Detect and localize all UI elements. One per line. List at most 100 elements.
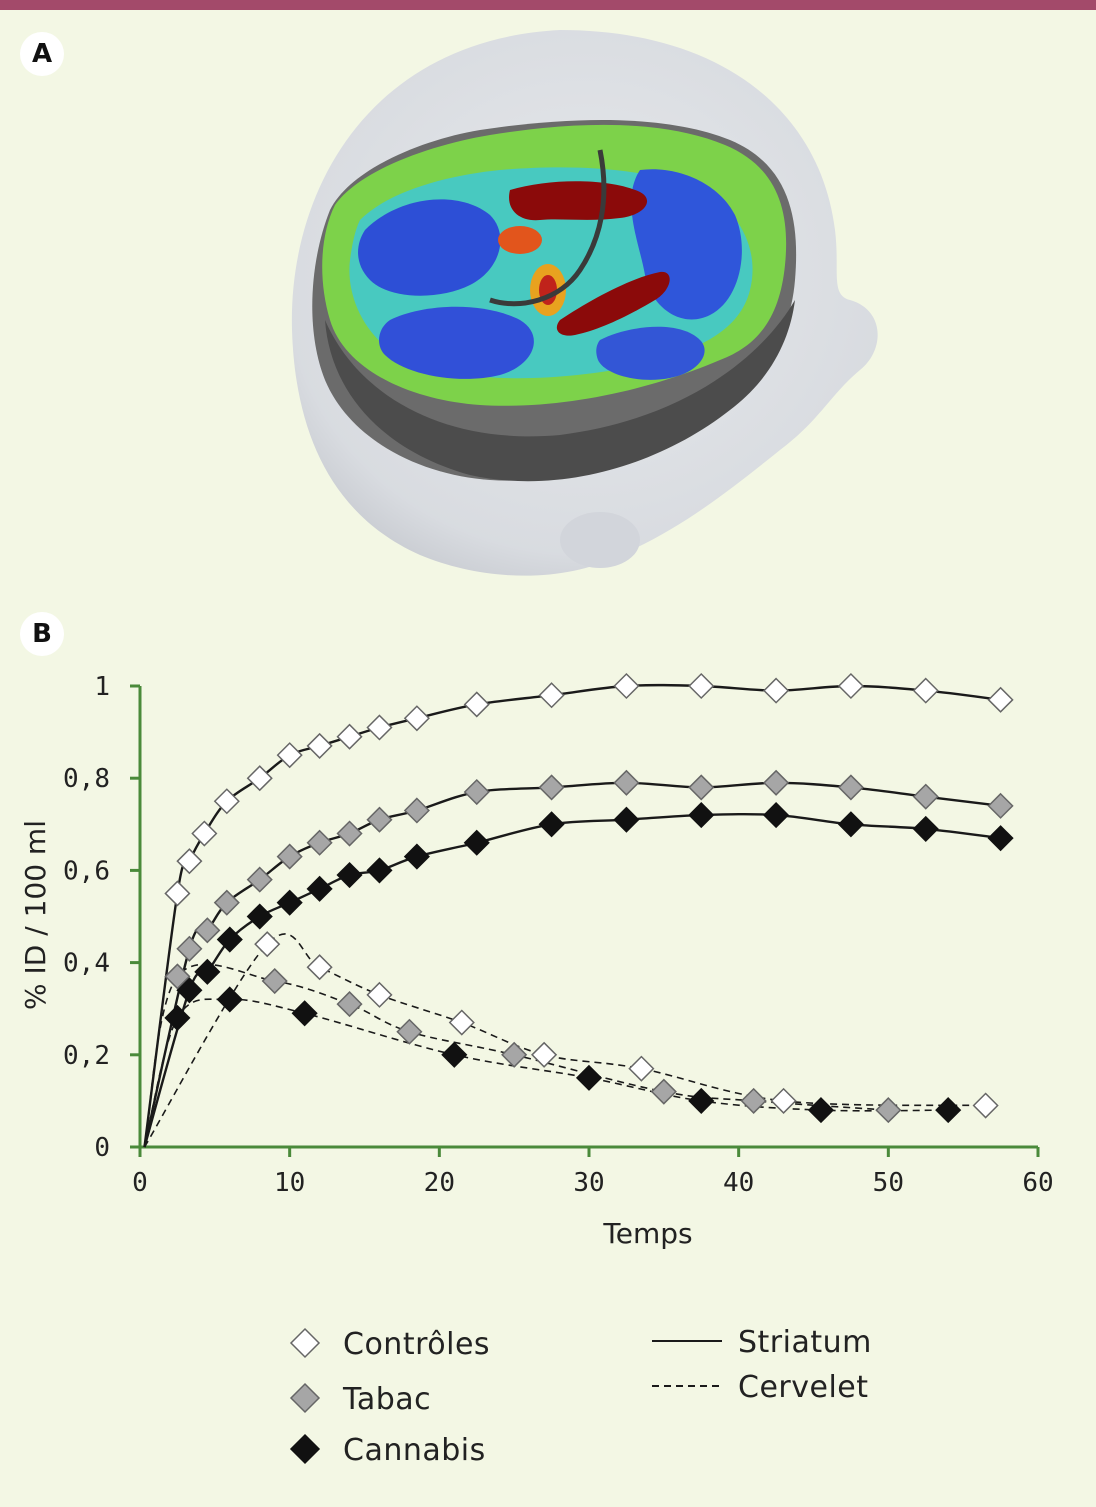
data-point [837, 672, 864, 700]
data-point [254, 931, 281, 958]
data-point [688, 774, 715, 801]
data-point [972, 1092, 999, 1119]
data-point [763, 802, 790, 829]
data-point [194, 958, 221, 985]
data-point [987, 686, 1014, 713]
brain-blue-right-low [596, 326, 705, 380]
top-accent-bar [0, 0, 1096, 10]
data-point [396, 1018, 423, 1045]
chart-markers [164, 672, 1014, 1124]
brain-striatum-red-upper [509, 181, 648, 221]
data-point [246, 866, 273, 893]
chart-legend: Contrôles Tabac Cannabis Striatum Cervelet [289, 1325, 872, 1468]
data-point [176, 848, 203, 875]
series-line-striatum-0 [143, 683, 1001, 1148]
data-point [875, 1097, 902, 1124]
series-line-cervelet-5 [143, 998, 949, 1148]
data-point [935, 1097, 962, 1124]
data-point [276, 843, 303, 870]
data-point [613, 806, 640, 833]
data-point [336, 991, 363, 1018]
data-point [246, 903, 273, 930]
data-point [306, 875, 333, 902]
legend-label-group: Contrôles [343, 1327, 490, 1362]
data-point [276, 742, 303, 769]
data-point [501, 1041, 528, 1068]
data-point [628, 1055, 655, 1082]
data-point [366, 981, 393, 1008]
data-point [403, 705, 430, 732]
data-point [441, 1041, 468, 1068]
data-point [463, 829, 490, 856]
data-point [912, 815, 939, 842]
brain-fissure [489, 149, 607, 307]
brain-cortex-shade [325, 300, 795, 482]
brain-blue-left [358, 199, 501, 296]
data-point [276, 889, 303, 916]
data-point [763, 677, 790, 704]
data-point [575, 1064, 603, 1091]
x-tick-label: 30 [573, 1168, 604, 1198]
y-tick-label: 0,6 [63, 856, 110, 886]
data-point [613, 672, 640, 700]
data-point [531, 1041, 558, 1068]
data-point [987, 792, 1014, 819]
head-ear-bump [560, 512, 640, 568]
data-point [912, 677, 939, 704]
data-point [688, 672, 715, 700]
data-point [463, 691, 490, 718]
legend-label-group: Cannabis [343, 1433, 486, 1468]
data-point [176, 935, 203, 962]
data-point [306, 732, 333, 759]
legend-marker-1 [289, 1382, 321, 1414]
data-point [216, 926, 243, 953]
data-point [463, 778, 490, 806]
data-point [164, 963, 191, 990]
legend-marker-2 [289, 1433, 321, 1465]
x-tick-label: 40 [723, 1168, 754, 1198]
x-tick-label: 50 [873, 1168, 904, 1198]
data-point [164, 1004, 191, 1031]
y-tick-label: 0,2 [63, 1041, 110, 1071]
data-point [987, 825, 1014, 852]
data-point [688, 1087, 715, 1114]
x-tick-label: 0 [132, 1168, 148, 1198]
data-point [261, 967, 288, 995]
data-point [176, 977, 203, 1004]
legend-label-group: Tabac [342, 1382, 431, 1417]
data-point [366, 714, 393, 741]
data-point [306, 954, 333, 981]
data-point [213, 788, 240, 815]
data-point [740, 1087, 767, 1114]
data-point [366, 806, 393, 833]
data-point [336, 861, 363, 889]
data-point [403, 797, 430, 824]
panel-b-label: B [20, 612, 64, 656]
data-point [306, 829, 333, 856]
data-point [688, 802, 715, 829]
x-tick-label: 20 [424, 1168, 455, 1198]
data-point [807, 1097, 835, 1124]
y-tick-label: 0,4 [63, 949, 110, 979]
legend-label-region: Striatum [738, 1325, 872, 1360]
x-tick-label: 10 [274, 1168, 305, 1198]
series-line-striatum-1 [143, 781, 1001, 1148]
data-point [213, 889, 240, 916]
chart-axes: 0 10 20 30 40 50 60 0 0,2 0,4 0,6 0,8 1 [63, 672, 1054, 1198]
chart-lines [143, 683, 1001, 1148]
data-point [291, 1000, 318, 1027]
series-line-cervelet-3 [143, 933, 986, 1148]
legend-label-region: Cervelet [738, 1370, 869, 1405]
y-axis-label: % ID / 100 ml [19, 820, 52, 1010]
panel-a-label: A [20, 32, 64, 76]
data-point [336, 723, 363, 750]
data-point [164, 880, 191, 907]
data-point [837, 811, 864, 838]
data-point [216, 986, 243, 1013]
data-point [650, 1078, 677, 1105]
brain-pet-image [291, 30, 878, 576]
series-line-striatum-2 [143, 812, 1001, 1148]
data-point [538, 811, 565, 838]
data-point [837, 774, 864, 801]
